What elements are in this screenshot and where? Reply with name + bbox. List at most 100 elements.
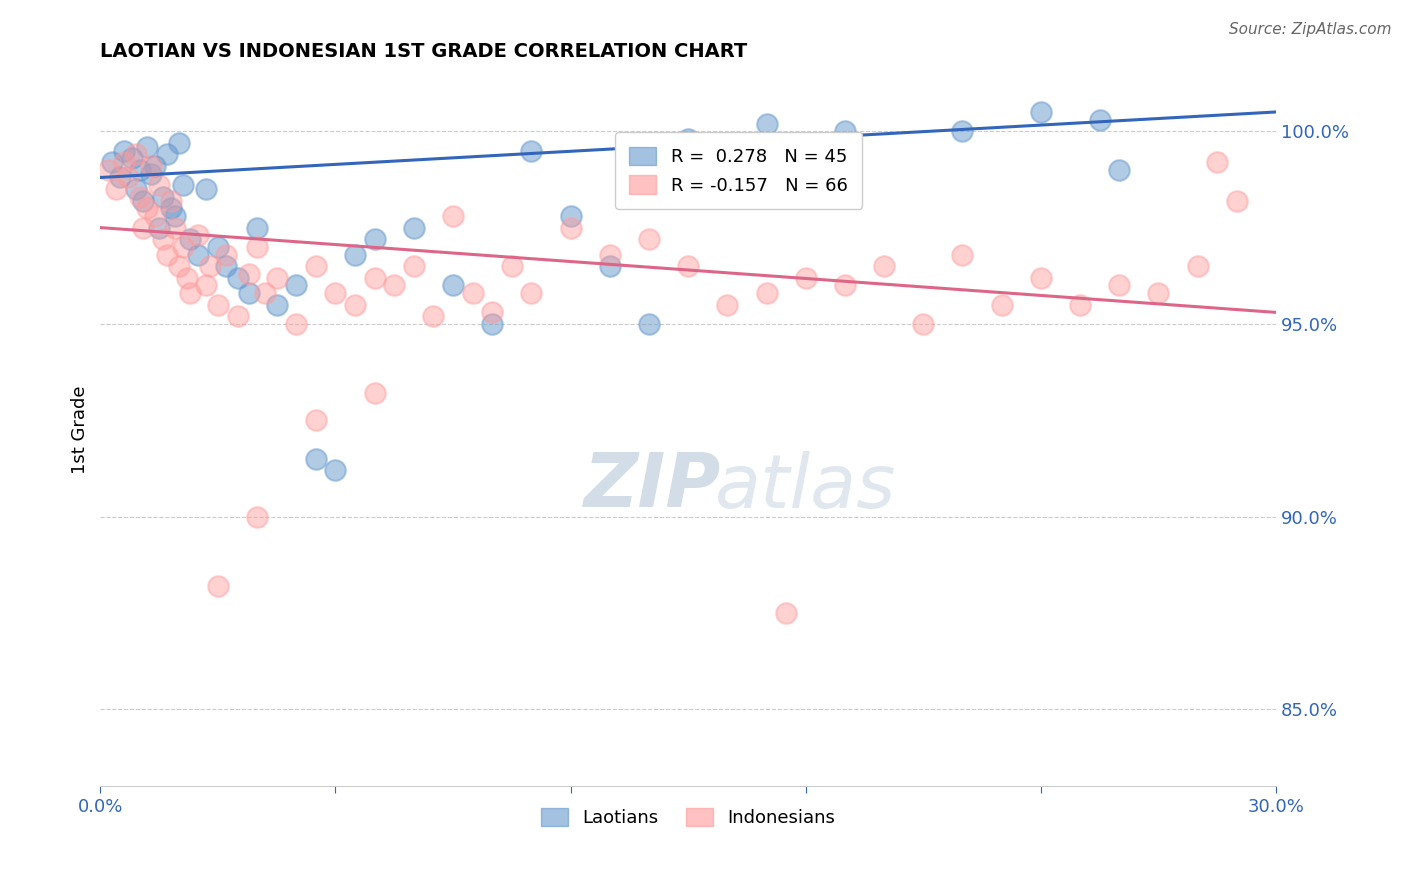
Point [952, 124, 974, 138]
Point [481, 305, 503, 319]
Point [124, 182, 146, 196]
Point [187, 228, 209, 243]
Point [156, 247, 179, 261]
Point [124, 147, 146, 161]
Point [1108, 278, 1130, 293]
Point [305, 259, 328, 273]
Point [441, 209, 464, 223]
Point [676, 259, 699, 273]
Point [246, 509, 269, 524]
Point [305, 451, 328, 466]
Point [195, 278, 218, 293]
Point [599, 247, 621, 261]
Point [676, 132, 699, 146]
Point [775, 606, 797, 620]
Point [141, 167, 163, 181]
Point [108, 170, 131, 185]
Point [834, 278, 856, 293]
Point [952, 247, 974, 261]
Point [198, 259, 221, 273]
Point [873, 259, 896, 273]
Point [402, 220, 425, 235]
Point [520, 144, 543, 158]
Point [1088, 112, 1111, 127]
Point [461, 286, 484, 301]
Point [215, 247, 238, 261]
Point [638, 317, 661, 331]
Point [160, 194, 183, 208]
Point [599, 259, 621, 273]
Point [207, 240, 229, 254]
Point [112, 144, 135, 158]
Point [912, 317, 935, 331]
Point [990, 298, 1012, 312]
Point [520, 286, 543, 301]
Point [163, 220, 186, 235]
Point [794, 270, 817, 285]
Point [105, 182, 128, 196]
Point [560, 220, 582, 235]
Point [226, 270, 249, 285]
Point [481, 317, 503, 331]
Point [128, 162, 150, 177]
Point [1147, 286, 1170, 301]
Point [167, 259, 190, 273]
Point [382, 278, 405, 293]
Point [363, 232, 385, 246]
Point [422, 310, 444, 324]
Point [215, 259, 238, 273]
Point [187, 247, 209, 261]
Point [501, 259, 523, 273]
Point [136, 202, 159, 216]
Point [1187, 259, 1209, 273]
Point [97, 162, 120, 177]
Point [325, 286, 347, 301]
Point [141, 159, 163, 173]
Point [755, 116, 778, 130]
Point [143, 159, 166, 173]
Point [195, 182, 218, 196]
Point [266, 270, 288, 285]
Point [179, 286, 201, 301]
Point [117, 170, 139, 185]
Point [285, 317, 308, 331]
Legend: Laotians, Indonesians: Laotians, Indonesians [534, 801, 842, 835]
Point [176, 270, 198, 285]
Point [246, 220, 269, 235]
Point [834, 124, 856, 138]
Point [167, 136, 190, 150]
Point [755, 286, 778, 301]
Point [128, 190, 150, 204]
Point [101, 155, 124, 169]
Point [152, 190, 174, 204]
Point [172, 240, 194, 254]
Point [441, 278, 464, 293]
Point [266, 298, 288, 312]
Point [143, 209, 166, 223]
Point [363, 386, 385, 401]
Point [238, 267, 260, 281]
Point [152, 232, 174, 246]
Point [121, 151, 143, 165]
Point [1206, 155, 1229, 169]
Point [172, 178, 194, 193]
Y-axis label: 1st Grade: 1st Grade [72, 385, 89, 475]
Text: Source: ZipAtlas.com: Source: ZipAtlas.com [1229, 22, 1392, 37]
Point [638, 232, 661, 246]
Point [1226, 194, 1249, 208]
Point [1029, 105, 1052, 120]
Point [363, 270, 385, 285]
Point [207, 298, 229, 312]
Text: ZIP: ZIP [585, 450, 721, 524]
Point [1108, 162, 1130, 177]
Point [305, 413, 328, 427]
Point [112, 155, 135, 169]
Point [179, 232, 201, 246]
Point [238, 286, 260, 301]
Point [160, 202, 183, 216]
Point [148, 220, 170, 235]
Point [344, 298, 367, 312]
Point [148, 178, 170, 193]
Point [226, 310, 249, 324]
Point [132, 194, 155, 208]
